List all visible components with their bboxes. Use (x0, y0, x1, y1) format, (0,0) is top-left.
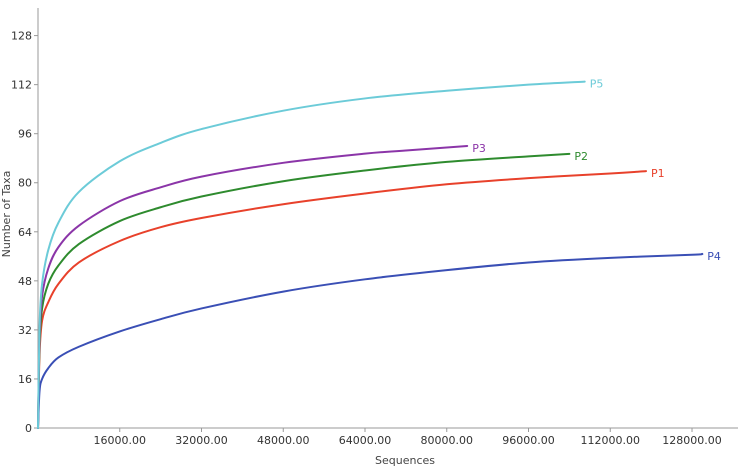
series-labels: P1 P2 P3 P4 P5 (472, 78, 721, 263)
series-line-p4 (37, 252, 704, 429)
y-tick-label: 96 (18, 128, 32, 141)
series-label-p1: P1 (651, 167, 665, 180)
x-tick-label: 16000.00 (94, 434, 147, 447)
y-axis-title: Number of Taxa (0, 171, 13, 258)
y-tick-label: 64 (18, 226, 32, 239)
y-tick-label: 32 (18, 324, 32, 337)
x-axis-title: Sequences (375, 454, 435, 467)
series-label-p5: P5 (590, 78, 604, 91)
x-tick-label: 64000.00 (339, 434, 392, 447)
x-tick-label: 48000.00 (257, 434, 310, 447)
y-tick-label: 16 (18, 373, 32, 386)
series-line-p2 (37, 152, 571, 429)
series-label-p3: P3 (472, 142, 486, 155)
series-label-p2: P2 (574, 150, 588, 163)
y-ticks: 0 16 32 48 64 80 96 112 128 (11, 30, 38, 435)
x-tick-label: 96000.00 (502, 434, 555, 447)
x-ticks: 16000.00 32000.00 48000.00 64000.00 80000.00… (94, 428, 722, 447)
y-tick-label: 112 (11, 79, 32, 92)
series-lines (37, 80, 704, 429)
series-line-p1 (37, 170, 648, 429)
x-tick-label: 112000.00 (581, 434, 641, 447)
series-line-p3 (37, 144, 469, 429)
y-tick-label: 128 (11, 30, 32, 43)
y-tick-label: 0 (25, 422, 32, 435)
series-line-p5 (37, 80, 586, 429)
axes (37, 8, 738, 429)
x-tick-label: 80000.00 (421, 434, 474, 447)
series-label-p4: P4 (707, 250, 721, 263)
y-tick-label: 80 (18, 177, 32, 190)
y-tick-label: 48 (18, 275, 32, 288)
x-tick-label: 128000.00 (662, 434, 722, 447)
x-tick-label: 32000.00 (175, 434, 228, 447)
